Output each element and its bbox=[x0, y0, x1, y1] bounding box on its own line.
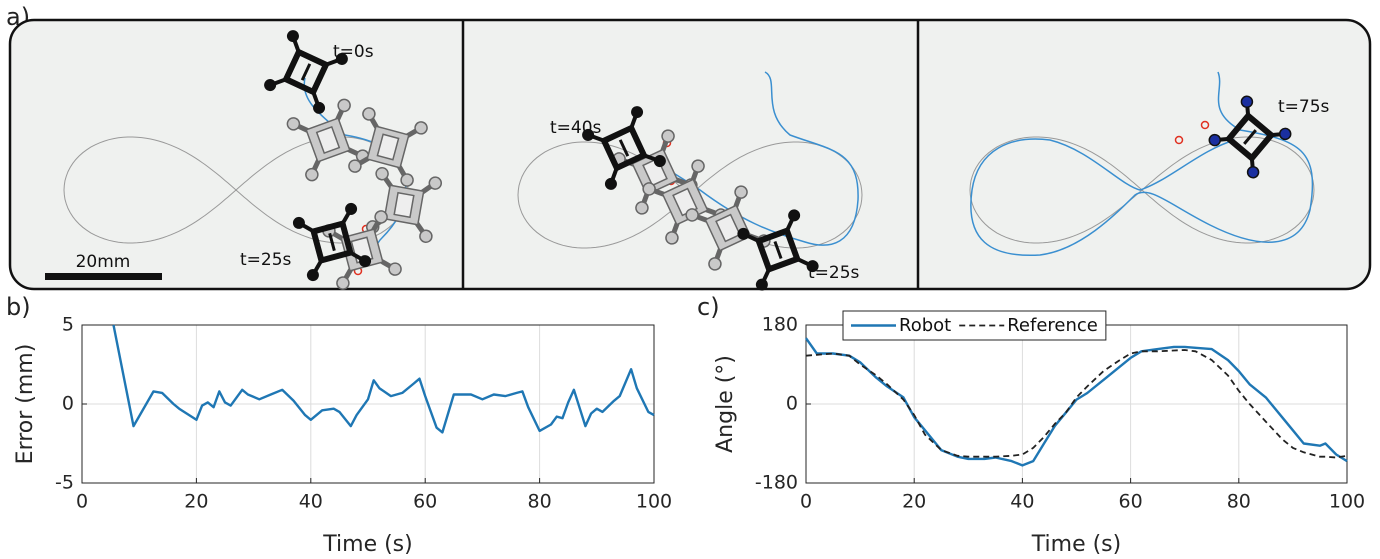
axes-box bbox=[81, 324, 655, 484]
data-line bbox=[805, 349, 1348, 459]
y-tick-label: 180 bbox=[762, 314, 798, 336]
y-tick-label: -5 bbox=[55, 472, 74, 494]
scale-bar-label: 20mm bbox=[76, 252, 131, 272]
data-line bbox=[805, 337, 1348, 467]
time-annotation: t=40s bbox=[550, 118, 602, 138]
x-tick-label: 100 bbox=[636, 491, 672, 513]
panel-label: b) bbox=[6, 293, 31, 321]
y-tick-label: -180 bbox=[755, 472, 798, 494]
y-tick-label: 5 bbox=[62, 314, 74, 336]
y-tick-label: 0 bbox=[786, 393, 798, 415]
time-annotation: t=0s bbox=[333, 42, 374, 62]
time-annotation: t=25s bbox=[808, 263, 860, 283]
x-axis-label: Time (s) bbox=[322, 532, 412, 557]
x-tick-label: 60 bbox=[413, 491, 437, 513]
x-tick-label: 80 bbox=[528, 491, 552, 513]
y-tick-label: 0 bbox=[62, 393, 74, 415]
reference-eight bbox=[63, 136, 409, 244]
panel-label: c) bbox=[697, 293, 720, 321]
y-axis-label: Error (mm) bbox=[13, 344, 38, 465]
x-tick-label: 20 bbox=[184, 491, 208, 513]
x-tick-label: 80 bbox=[1227, 491, 1251, 513]
legend: Robot Reference bbox=[842, 310, 1107, 341]
scale-bar bbox=[45, 273, 162, 280]
reference-eight bbox=[969, 136, 1315, 244]
x-tick-label: 40 bbox=[299, 491, 323, 513]
x-tick-label: 40 bbox=[1010, 491, 1034, 513]
robot-path bbox=[970, 71, 1314, 257]
x-tick-label: 20 bbox=[902, 491, 926, 513]
data-line bbox=[112, 324, 655, 434]
x-axis-label: Time (s) bbox=[1031, 532, 1121, 557]
time-annotation: t=25s bbox=[240, 250, 292, 270]
x-tick-label: 60 bbox=[1119, 491, 1143, 513]
robot-path bbox=[639, 71, 859, 246]
x-tick-label: 100 bbox=[1329, 491, 1365, 513]
y-axis-label: Angle (°) bbox=[713, 355, 738, 453]
legend-label: Robot bbox=[899, 315, 951, 336]
photo-frame bbox=[8, 18, 1372, 291]
time-annotation: t=75s bbox=[1278, 97, 1330, 117]
legend-label: Reference bbox=[1007, 315, 1098, 336]
x-tick-label: 0 bbox=[76, 491, 88, 513]
x-tick-label: 0 bbox=[800, 491, 812, 513]
